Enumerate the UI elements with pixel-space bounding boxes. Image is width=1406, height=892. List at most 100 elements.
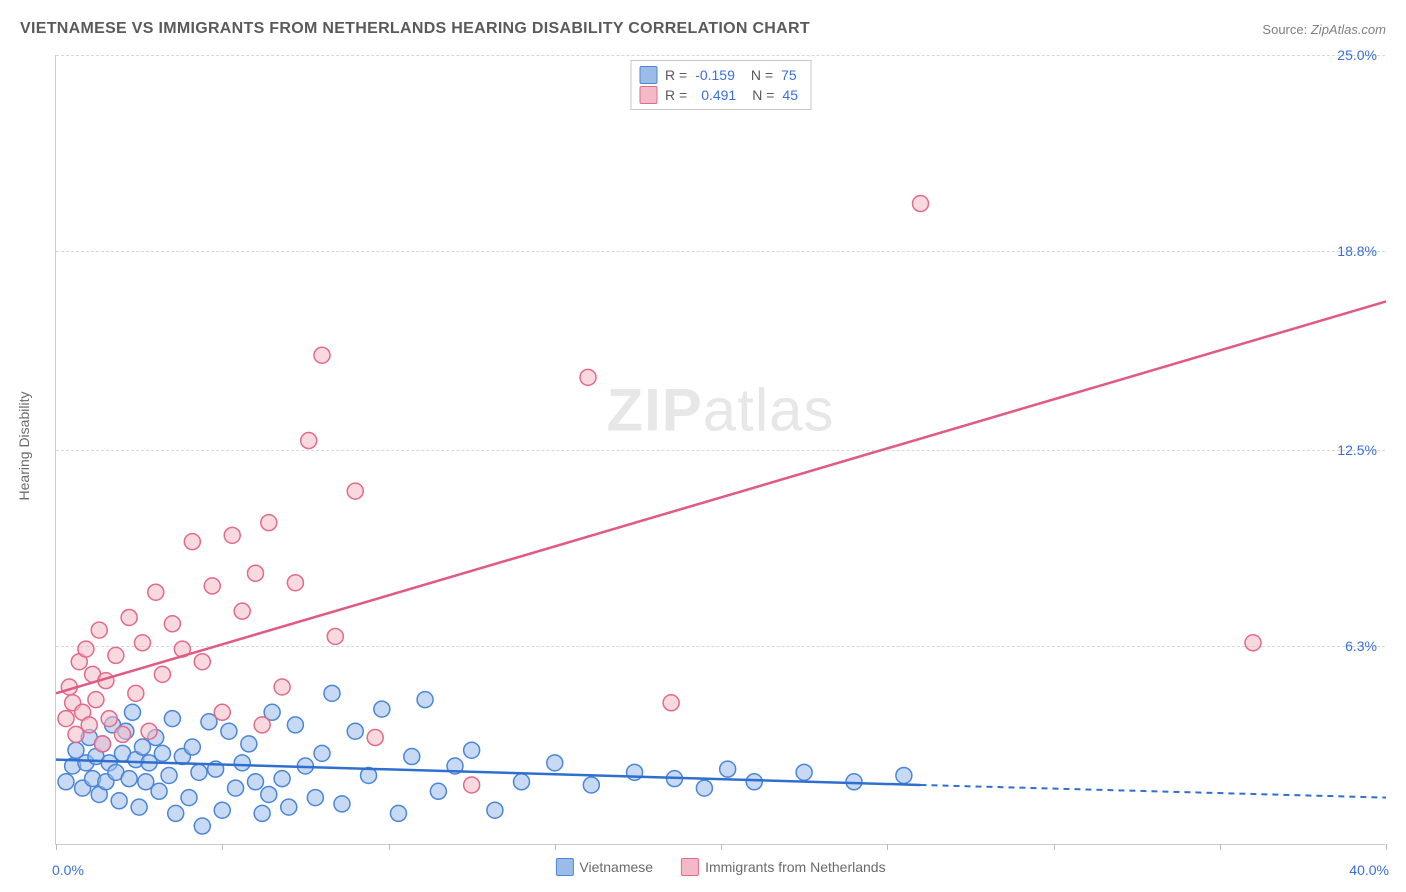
data-point <box>254 717 270 733</box>
xtick <box>1054 844 1055 850</box>
data-point <box>124 704 140 720</box>
xtick <box>721 844 722 850</box>
xtick <box>1386 844 1387 850</box>
data-point <box>115 726 131 742</box>
data-point <box>221 723 237 739</box>
chart-title: VIETNAMESE VS IMMIGRANTS FROM NETHERLAND… <box>20 20 810 38</box>
data-point <box>720 761 736 777</box>
data-point <box>334 796 350 812</box>
legend-r-label-2: R = <box>665 87 687 103</box>
data-point <box>580 369 596 385</box>
xtick <box>887 844 888 850</box>
data-point <box>164 616 180 632</box>
chart-plot-area: ZIPatlas 6.3%12.5%18.8%25.0% R = -0.159 … <box>55 55 1385 845</box>
trend-line <box>56 760 921 785</box>
legend-row-series1: R = -0.159 N = 75 <box>639 65 798 85</box>
data-point <box>131 799 147 815</box>
data-point <box>248 774 264 790</box>
data-point <box>164 711 180 727</box>
data-point <box>111 793 127 809</box>
data-point <box>224 527 240 543</box>
legend-swatch-series2 <box>639 86 657 104</box>
x-min-label: 0.0% <box>52 862 84 878</box>
data-point <box>204 578 220 594</box>
data-point <box>241 736 257 752</box>
data-point <box>214 704 230 720</box>
data-point <box>796 764 812 780</box>
data-point <box>58 774 74 790</box>
data-point <box>347 483 363 499</box>
data-point <box>194 818 210 834</box>
data-point <box>487 802 503 818</box>
data-point <box>154 745 170 761</box>
data-point <box>261 515 277 531</box>
data-point <box>108 647 124 663</box>
data-point <box>58 711 74 727</box>
legend-item-series2: Immigrants from Netherlands <box>681 858 886 876</box>
data-point <box>148 584 164 600</box>
scatter-plot-svg <box>56 55 1385 844</box>
data-point <box>161 767 177 783</box>
source-attribution: Source: ZipAtlas.com <box>1262 22 1386 37</box>
correlation-legend: R = -0.159 N = 75 R = 0.491 N = 45 <box>630 60 811 110</box>
data-point <box>81 717 97 733</box>
data-point <box>228 780 244 796</box>
legend-swatch-series1 <box>639 66 657 84</box>
data-point <box>430 783 446 799</box>
xtick <box>389 844 390 850</box>
data-point <box>514 774 530 790</box>
xtick <box>222 844 223 850</box>
legend-n-label-1: N = <box>751 67 773 83</box>
xtick <box>555 844 556 850</box>
source-value: ZipAtlas.com <box>1311 22 1386 37</box>
data-point <box>663 695 679 711</box>
data-point <box>696 780 712 796</box>
data-point <box>141 723 157 739</box>
data-point <box>88 692 104 708</box>
data-point <box>547 755 563 771</box>
legend-r-value-2: 0.491 <box>701 87 736 103</box>
data-point <box>78 641 94 657</box>
y-axis-label: Hearing Disability <box>16 392 32 501</box>
legend-item-series1: Vietnamese <box>555 858 653 876</box>
data-point <box>91 622 107 638</box>
trend-line-dashed <box>921 785 1387 798</box>
series-legend: Vietnamese Immigrants from Netherlands <box>555 858 885 876</box>
data-point <box>121 609 137 625</box>
data-point <box>746 774 762 790</box>
data-point <box>367 730 383 746</box>
data-point <box>261 786 277 802</box>
data-point <box>181 790 197 806</box>
legend-n-label-2: N = <box>752 87 774 103</box>
data-point <box>168 805 184 821</box>
legend-label-series1: Vietnamese <box>579 859 653 875</box>
legend-swatch-bottom-2 <box>681 858 699 876</box>
data-point <box>287 717 303 733</box>
data-point <box>464 742 480 758</box>
data-point <box>121 771 137 787</box>
data-point <box>128 685 144 701</box>
data-point <box>287 575 303 591</box>
xtick <box>56 844 57 850</box>
data-point <box>184 739 200 755</box>
legend-r-value-1: -0.159 <box>695 67 735 83</box>
x-max-label: 40.0% <box>1349 862 1389 878</box>
source-label: Source: <box>1262 22 1307 37</box>
data-point <box>154 666 170 682</box>
data-point <box>301 433 317 449</box>
data-point <box>214 802 230 818</box>
legend-r-label-1: R = <box>665 67 687 83</box>
legend-row-series2: R = 0.491 N = 45 <box>639 85 798 105</box>
data-point <box>464 777 480 793</box>
data-point <box>327 628 343 644</box>
legend-n-value-1: 75 <box>781 67 797 83</box>
data-point <box>390 805 406 821</box>
data-point <box>274 771 290 787</box>
data-point <box>374 701 390 717</box>
data-point <box>404 749 420 765</box>
data-point <box>151 783 167 799</box>
data-point <box>324 685 340 701</box>
data-point <box>234 755 250 771</box>
legend-label-series2: Immigrants from Netherlands <box>705 859 886 875</box>
data-point <box>191 764 207 780</box>
